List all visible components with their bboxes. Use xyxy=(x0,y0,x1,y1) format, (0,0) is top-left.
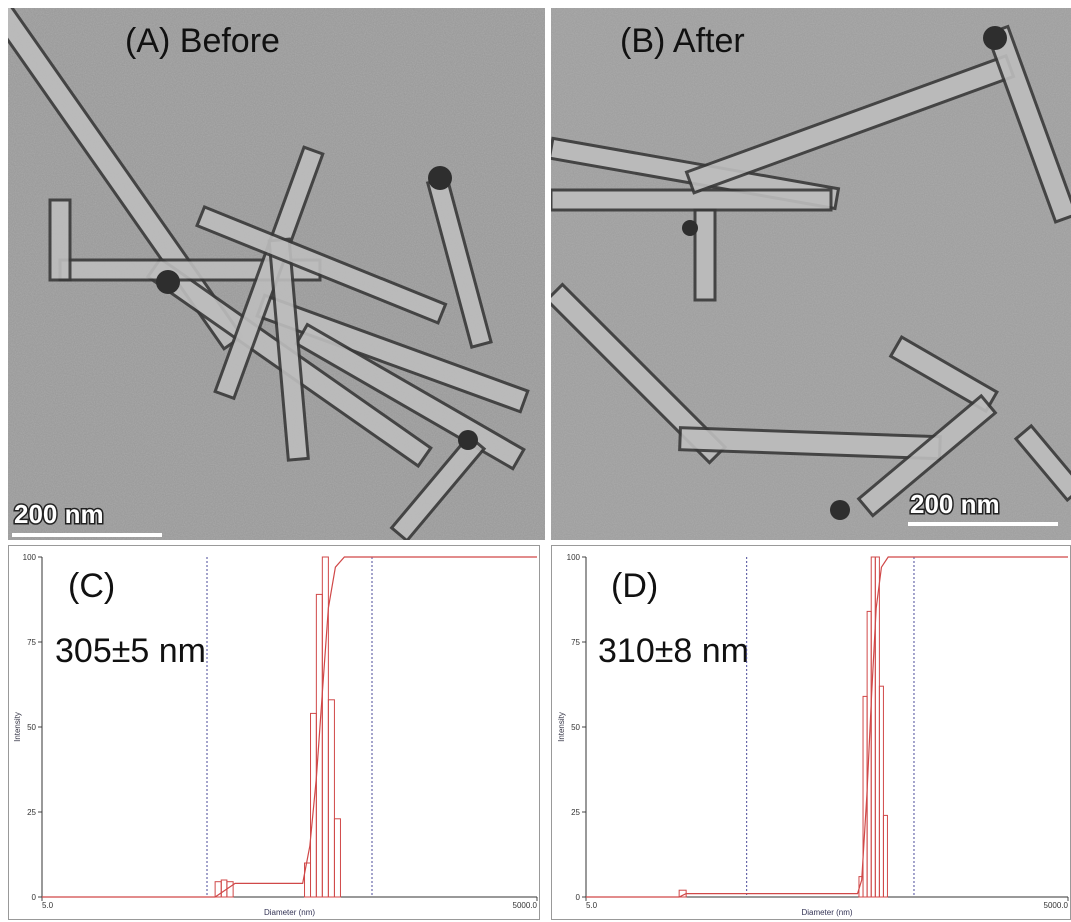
y-tick-label: 0 xyxy=(576,893,581,902)
panel-label: (B) After xyxy=(620,22,745,60)
x-tick-label: 5.0 xyxy=(586,901,598,910)
scale-bar xyxy=(12,533,162,537)
panel-frame xyxy=(8,545,540,920)
y-axis-label: Intensity xyxy=(557,712,566,742)
histogram-bar xyxy=(882,814,888,898)
y-axis-label: Intensity xyxy=(13,712,22,742)
scale-bar-label: 200 nm xyxy=(14,499,104,529)
annotation: 305±5 nm xyxy=(55,632,206,670)
scale-bar-label: 200 nm xyxy=(910,489,1000,519)
y-tick-label: 50 xyxy=(27,723,36,732)
panel-label: (C) xyxy=(68,567,115,605)
cumulative-curve xyxy=(42,556,537,898)
histogram-bar xyxy=(333,818,341,898)
y-tick-label: 25 xyxy=(27,808,36,817)
y-tick-label: 75 xyxy=(27,638,36,647)
annotation: 310±8 nm xyxy=(598,632,749,670)
tem-image-a xyxy=(8,8,545,540)
x-tick-label: 5.0 xyxy=(42,901,54,910)
panel-label: (A) Before xyxy=(125,22,280,60)
panel-label: (D) xyxy=(611,567,658,605)
panel-frame xyxy=(551,545,1071,920)
y-tick-label: 75 xyxy=(571,638,580,647)
y-tick-label: 100 xyxy=(567,553,581,562)
cumulative-curve xyxy=(586,556,1068,898)
scale-bar xyxy=(908,522,1058,526)
y-tick-label: 100 xyxy=(23,553,37,562)
x-axis-label: Diameter (nm) xyxy=(264,908,315,917)
histogram-bar xyxy=(878,685,884,898)
histogram-bar xyxy=(327,699,335,898)
x-tick-label: 5000.0 xyxy=(1044,901,1069,910)
tem-image-b xyxy=(551,8,1071,540)
x-tick-label: 5000.0 xyxy=(513,901,538,910)
y-tick-label: 50 xyxy=(571,723,580,732)
x-axis-label: Diameter (nm) xyxy=(801,908,852,917)
y-tick-label: 0 xyxy=(32,893,37,902)
y-tick-label: 25 xyxy=(571,808,580,817)
